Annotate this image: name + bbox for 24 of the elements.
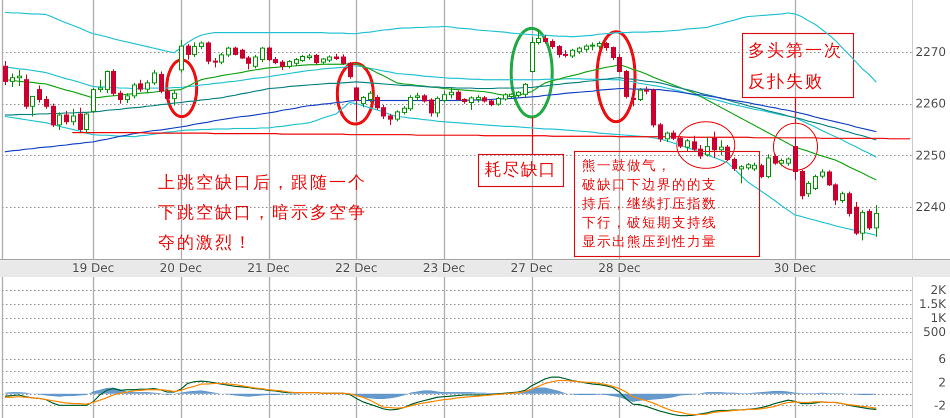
y-tick-label: 1.5K: [919, 297, 948, 312]
annotation: 熊一鼓做气，破缺口下边界的的支持后，继续打压指数下行，破短期支持线显示出熊压到性力量: [581, 158, 717, 250]
y-tick-label: 6: [938, 352, 946, 366]
x-tick-label: 30 Dec: [774, 261, 816, 275]
annotation: 耗尽缺口: [484, 160, 556, 180]
y-tick-label: 2270: [915, 44, 946, 59]
x-tick-label: 22 Dec: [335, 261, 378, 275]
y-tick-label: 2250: [915, 148, 946, 162]
y-tick-label: 2: [938, 375, 946, 390]
x-tick-label: 27 Dec: [510, 261, 553, 275]
x-tick-label: 19 Dec: [72, 261, 114, 275]
y-tick-label: 1K: [930, 311, 948, 326]
y-tick-label: 2K: [930, 283, 948, 298]
annotation: 熊一鼓做气，破缺口下边界的的支持后，继续打压指数下行，破短期支持线显示出熊压到性力量: [574, 150, 760, 258]
annotation: 多头第一次反扑失败: [748, 41, 843, 92]
y-tick-label: 2260: [915, 96, 946, 111]
y-tick-label: 500: [923, 325, 946, 340]
annotation: 上跳空缺口后，跟随一个下跳空缺口，暗示多空争夺的激烈！: [158, 173, 367, 253]
y-tick-label: 2240: [915, 200, 946, 214]
y-tick-label: -2: [934, 398, 946, 412]
x-tick-label: 20 Dec: [160, 261, 202, 275]
x-tick-label: 21 Dec: [247, 261, 290, 275]
x-tick-label: 23 Dec: [422, 261, 466, 275]
x-tick-label: 28 Dec: [598, 261, 641, 275]
